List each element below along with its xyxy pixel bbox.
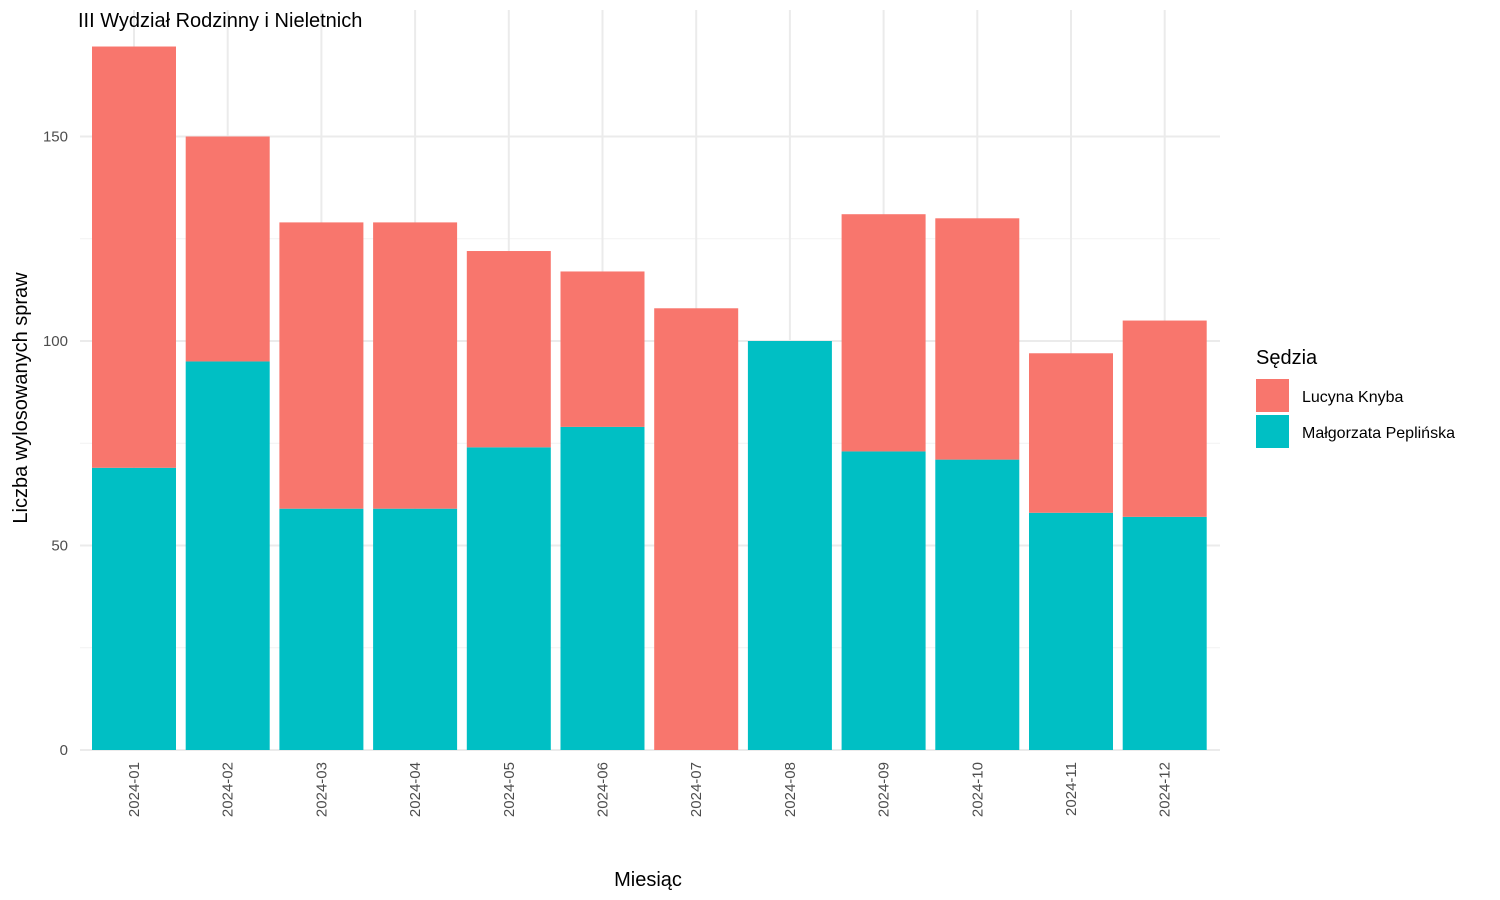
legend: Sędzia Lucyna Knyba Małgorzata Peplińska <box>1256 347 1455 448</box>
x-axis-title: Miesiąc <box>614 869 682 891</box>
bar-lucyna-knyba-2024-12 <box>1122 320 1207 517</box>
x-tick-label: 2024-05 <box>501 762 518 817</box>
legend-label-lucyna-knyba: Lucyna Knyba <box>1302 389 1404 406</box>
bar-lucyna-knyba-2024-06 <box>560 271 645 427</box>
chart-title: III Wydział Rodzinny i Nieletnich <box>78 10 362 32</box>
bar-malgorzata-peplinska-2024-12 <box>1122 516 1207 750</box>
x-tick-label: 2024-11 <box>1063 762 1080 816</box>
y-tick-label: 150 <box>43 129 68 146</box>
y-tick-label: 50 <box>51 538 68 555</box>
bar-lucyna-knyba-2024-05 <box>466 251 551 448</box>
bar-malgorzata-peplinska-2024-05 <box>466 447 551 750</box>
bar-malgorzata-peplinska-2024-02 <box>185 361 270 750</box>
x-tick-label: 2024-07 <box>688 762 705 817</box>
legend-label-malgorzata-peplinska: Małgorzata Peplińska <box>1302 425 1455 442</box>
y-axis-title: Liczba wylosowanych spraw <box>10 272 32 524</box>
legend-swatch-malgorzata-peplinska <box>1256 415 1289 448</box>
x-tick-label: 2024-12 <box>1157 762 1174 817</box>
y-tick-label: 100 <box>43 333 68 350</box>
bar-malgorzata-peplinska-2024-04 <box>373 508 458 750</box>
bar-lucyna-knyba-2024-02 <box>185 136 270 362</box>
bar-lucyna-knyba-2024-10 <box>935 218 1020 460</box>
x-tick-label: 2024-08 <box>782 762 799 817</box>
x-axis-ticks: 2024-01 2024-02 2024-03 2024-04 2024-05 2024-… <box>126 762 1174 817</box>
bar-lucyna-knyba-2024-09 <box>841 214 926 452</box>
bar-lucyna-knyba-2024-03 <box>279 222 364 509</box>
bar-lucyna-knyba-2024-01 <box>92 46 176 468</box>
bar-malgorzata-peplinska-2024-01 <box>92 467 176 750</box>
x-tick-label: 2024-06 <box>595 762 612 817</box>
bar-malgorzata-peplinska-2024-11 <box>1029 512 1113 750</box>
bar-malgorzata-peplinska-2024-06 <box>560 426 645 750</box>
x-tick-label: 2024-10 <box>969 762 986 817</box>
bar-malgorzata-peplinska-2024-09 <box>841 451 926 750</box>
bar-lucyna-knyba-2024-04 <box>373 222 458 509</box>
bar-lucyna-knyba-2024-11 <box>1029 353 1113 513</box>
x-tick-label: 2024-02 <box>220 762 237 817</box>
bars <box>92 46 1207 750</box>
bar-malgorzata-peplinska-2024-10 <box>935 459 1020 750</box>
x-tick-label: 2024-03 <box>313 762 330 817</box>
bar-malgorzata-peplinska-2024-03 <box>279 508 364 750</box>
y-axis-ticks: 0 50 100 150 <box>43 129 68 760</box>
x-tick-label: 2024-09 <box>876 762 893 817</box>
legend-title: Sędzia <box>1256 347 1318 369</box>
x-tick-label: 2024-04 <box>407 762 424 817</box>
legend-swatch-lucyna-knyba <box>1256 379 1289 412</box>
y-tick-label: 0 <box>60 742 68 759</box>
bar-lucyna-knyba-2024-07 <box>654 308 739 750</box>
x-tick-label: 2024-01 <box>126 762 143 817</box>
bar-malgorzata-peplinska-2024-08 <box>747 341 832 750</box>
